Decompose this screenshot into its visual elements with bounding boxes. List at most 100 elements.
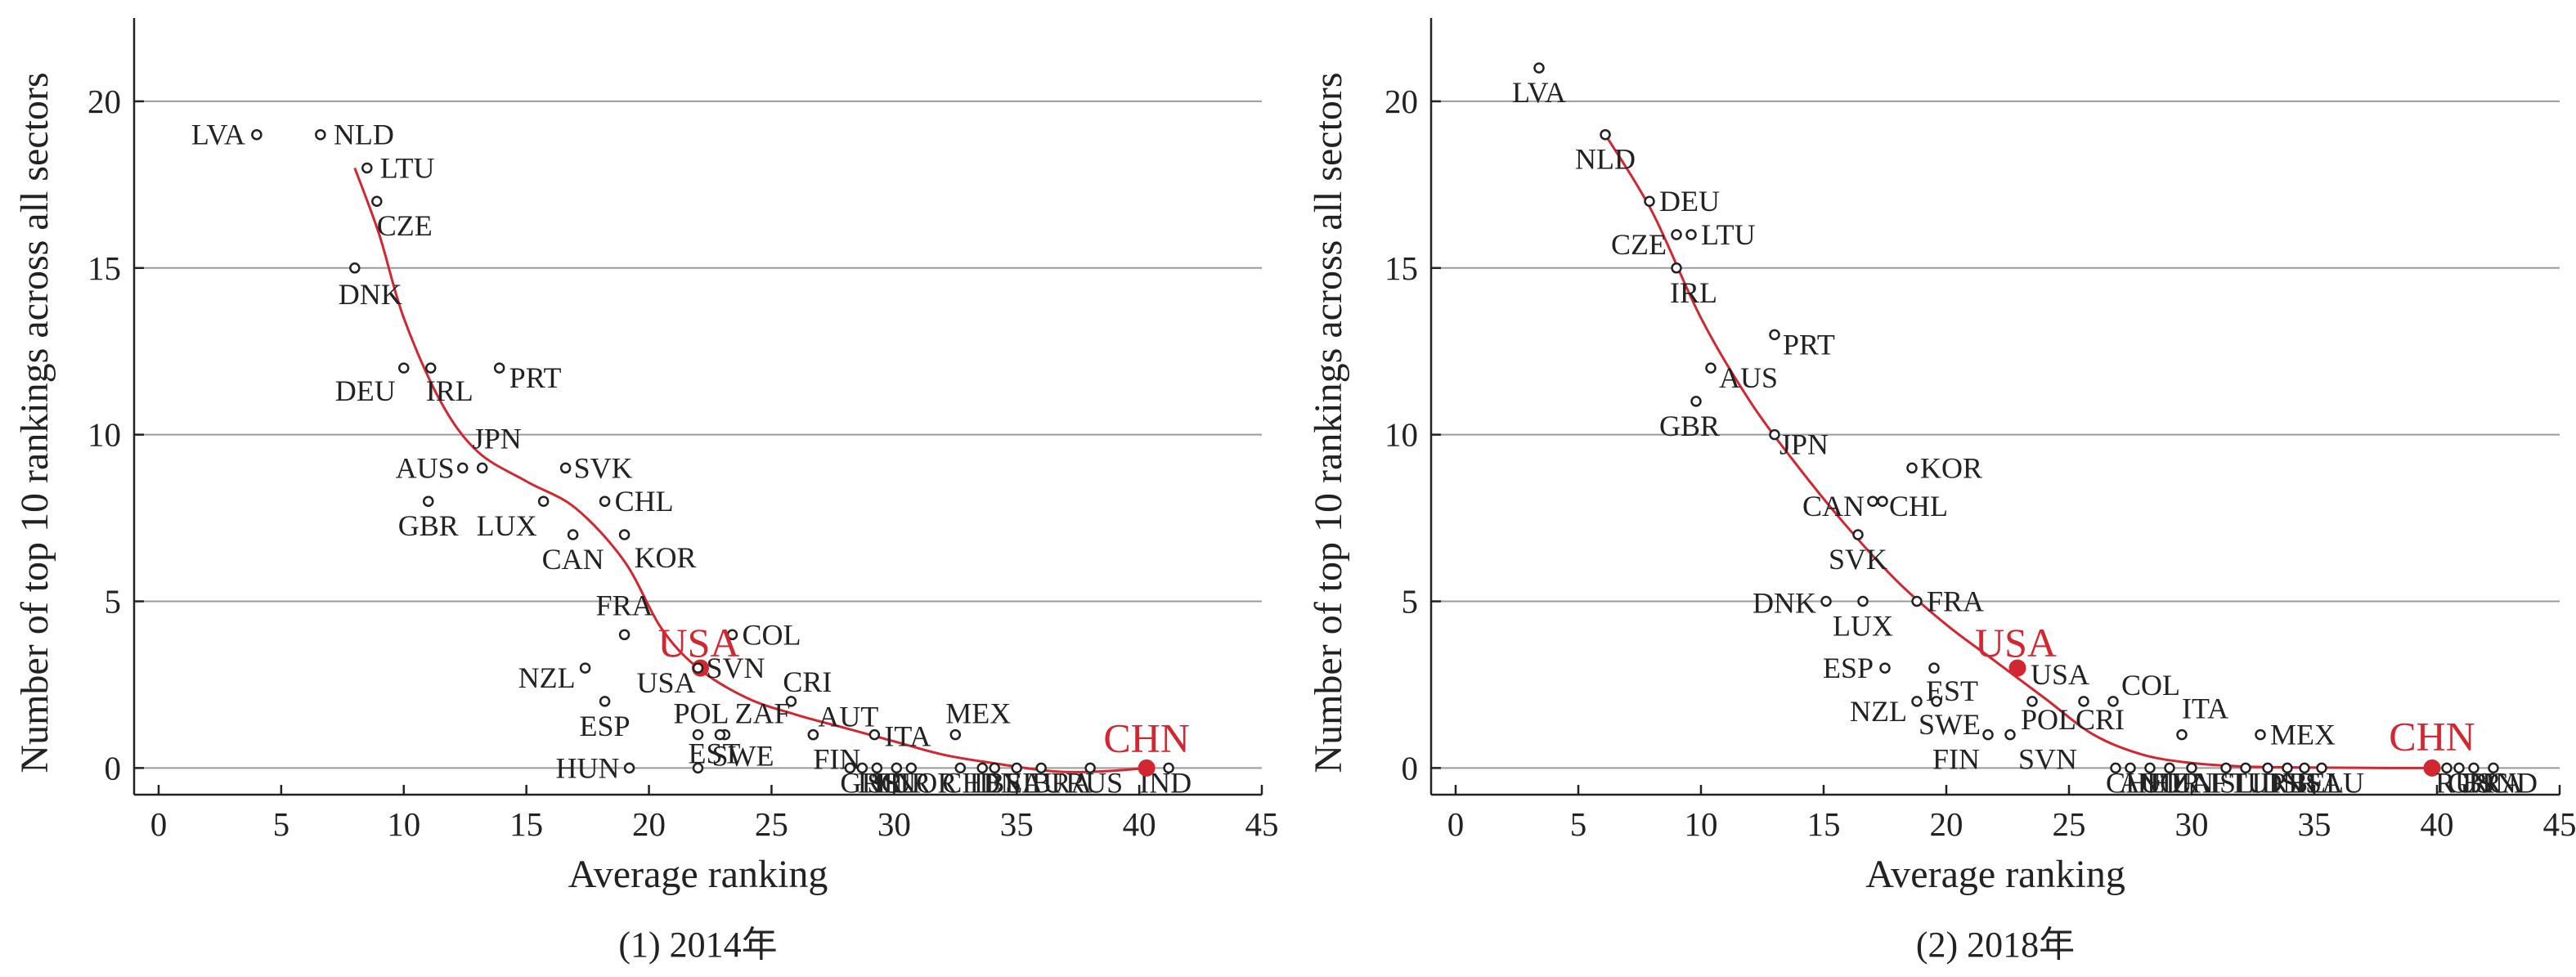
- x-tick-label: 35: [1000, 805, 1034, 843]
- point-est: [692, 762, 704, 774]
- point-label-swe: SWE: [711, 740, 774, 773]
- point-hun: [623, 762, 635, 774]
- point-label-gbr: GBR: [398, 509, 459, 542]
- point-dnk: [1820, 595, 1832, 607]
- chart-panel-2: 0 5 10 15 20 25 30 35 40 45 0 5 10 15 20 Average rankin…: [1307, 18, 2576, 965]
- panel-caption: (1) 2014年: [618, 925, 777, 965]
- point-jpn: [476, 462, 488, 474]
- point-swe: [714, 728, 726, 741]
- point-grc: [2453, 762, 2465, 774]
- point-label-mex: MEX: [2270, 719, 2336, 751]
- x-axis-title: Average ranking: [1865, 853, 2125, 896]
- point-kor: [618, 529, 631, 540]
- point-label-svn: SVN: [2018, 743, 2077, 776]
- highlight-label-chn: CHN: [2389, 713, 2475, 759]
- point-label-deu: DEU: [1659, 185, 1720, 217]
- point-label-chl: CHL: [615, 485, 674, 518]
- point-esp: [599, 696, 611, 707]
- point-label-ita: ITA: [2182, 692, 2228, 725]
- point-can: [567, 529, 579, 540]
- point-can: [1867, 495, 1878, 507]
- point-label-aus: AUS: [1719, 361, 1778, 394]
- point-label-bel: BEL: [2288, 766, 2344, 799]
- point-chl: [1877, 495, 1888, 507]
- point-cze: [1671, 229, 1682, 240]
- highlight-label-usa: USA: [1975, 620, 2057, 666]
- point-label-cze: CZE: [1611, 228, 1667, 261]
- x-tick-label: 20: [1930, 805, 1963, 843]
- y-tick-label: 0: [105, 749, 122, 787]
- point-label-can: CAN: [542, 543, 604, 576]
- point-bel: [989, 762, 1000, 774]
- point-usa-highlight: [2008, 659, 2026, 677]
- point-rus: [1084, 762, 1096, 774]
- point-lux: [1857, 595, 1869, 607]
- point-label-col: COL: [742, 618, 801, 651]
- point-prt: [1769, 329, 1780, 341]
- point-swe: [1931, 696, 1942, 707]
- point-label-rus: RUS: [1066, 766, 1123, 799]
- point-label-idn: IDN: [2251, 766, 2304, 799]
- point-col: [726, 629, 738, 641]
- point-grc: [844, 762, 856, 774]
- point-aut: [2125, 762, 2136, 774]
- point-label-fra: FRA: [596, 589, 653, 621]
- point-lva: [251, 128, 263, 141]
- highlight-label-usa: USA: [657, 620, 739, 666]
- point-gbr: [422, 495, 434, 507]
- point-zaf: [2186, 762, 2197, 774]
- point-label-cri: CRI: [783, 666, 832, 698]
- x-tick-label: 5: [273, 805, 290, 843]
- point-label-sau: SAU: [1005, 766, 1064, 799]
- point-label-hun: HUN: [556, 751, 620, 784]
- point-bra: [1035, 762, 1047, 774]
- point-label-est: EST: [689, 737, 741, 769]
- point-aus: [1705, 362, 1717, 374]
- highlight-label-chn: CHN: [1103, 715, 1190, 760]
- point-dnk: [349, 262, 361, 274]
- point-rus: [2441, 762, 2453, 774]
- y-tick-label: 10: [1384, 416, 1418, 454]
- point-nzl: [1911, 696, 1923, 707]
- point-nld: [1600, 128, 1611, 141]
- x-tick-label: 30: [2175, 805, 2209, 843]
- x-tick-label: 45: [1245, 805, 1279, 843]
- x-tick-label: 30: [877, 805, 911, 843]
- point-label-chl: CHL: [1889, 490, 1948, 522]
- point-chn-highlight: [2423, 759, 2441, 777]
- point-label-isr: ISR: [2271, 766, 2317, 799]
- x-tick-label: 10: [387, 805, 420, 843]
- point-jpn: [1769, 428, 1780, 441]
- point-label-nzl: NZL: [518, 661, 576, 694]
- point-nld: [315, 128, 326, 141]
- point-chl: [599, 495, 611, 507]
- point-label-usa: USA: [636, 666, 695, 699]
- point-svk: [559, 462, 572, 474]
- point-sau: [2316, 762, 2327, 774]
- point-fra: [618, 629, 631, 641]
- y-axis-title: Number of top 10 rankings across all sec…: [13, 72, 56, 773]
- x-tick-label: 35: [2298, 805, 2331, 843]
- point-label-ind: IND: [2485, 766, 2538, 799]
- point-lux: [537, 495, 550, 507]
- point-svk: [1852, 529, 1864, 540]
- point-label-grc: GRC: [2448, 766, 2508, 799]
- point-label-cri: CRI: [2076, 703, 2125, 736]
- point-irl: [424, 362, 437, 374]
- point-gbr: [1690, 396, 1702, 407]
- point-isl: [2220, 762, 2232, 774]
- y-axis-title: Number of top 10 rankings across all sec…: [1307, 72, 1350, 773]
- point-aus: [456, 462, 469, 474]
- point-label-lux: LUX: [1833, 610, 1893, 643]
- point-fin: [807, 728, 819, 741]
- point-chn-highlight: [1138, 759, 1156, 777]
- point-esp: [1879, 662, 1891, 674]
- point-label-nor: NOR: [895, 766, 957, 799]
- point-label-zaf: ZAF: [2172, 766, 2228, 799]
- x-tick-label: 40: [1123, 805, 1156, 843]
- point-label-svk: SVK: [574, 451, 633, 484]
- point-label-prt: PRT: [509, 361, 562, 394]
- point-label-col: COL: [2121, 669, 2180, 701]
- point-ind: [1163, 762, 1174, 774]
- x-tick-label: 15: [1807, 805, 1841, 843]
